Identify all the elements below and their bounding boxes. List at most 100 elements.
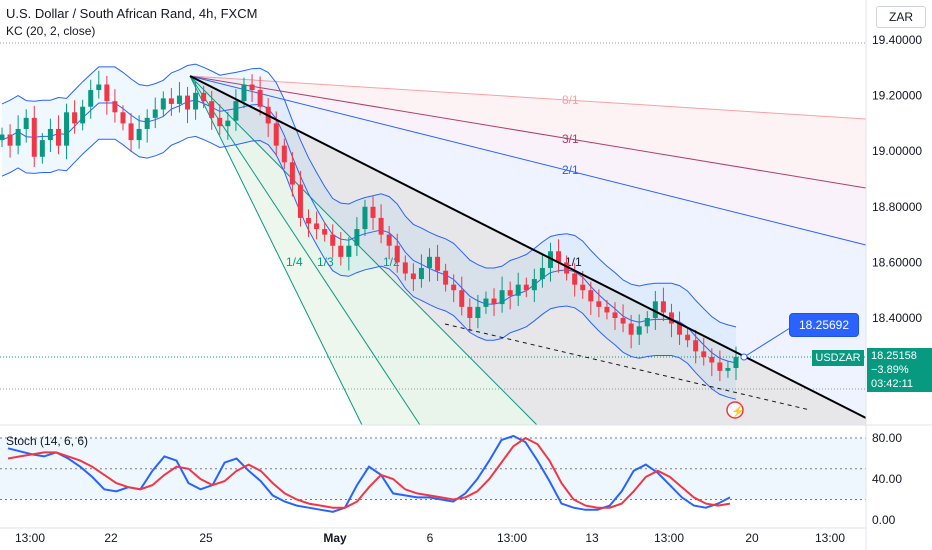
price-change-percent: −3.89% [871,364,909,376]
bar-countdown: 03:42:11 [871,378,914,390]
time-tick-label: May [323,531,347,545]
candle-body [628,323,634,335]
candle-body [572,273,578,285]
candle-body [241,84,247,102]
candle-body [225,120,231,127]
candle-body [144,117,150,129]
candle-body [459,290,465,307]
candle-body [564,262,570,274]
fan-ratio-label: 2/1 [562,163,579,177]
candle-body [112,101,118,113]
candle-body [281,145,287,163]
candle-body [354,229,360,246]
candle-body [677,323,683,335]
candle-body [128,123,134,141]
keltner-lower [1,135,737,400]
candle-body [257,90,263,107]
candle-body [330,234,336,246]
candle-body [136,128,142,141]
fan-ratio-label: 1/1 [565,255,582,269]
candle-body [547,251,553,268]
fan-ratio-label: 8/1 [562,93,579,107]
candle-body [39,140,45,157]
candle-body [31,117,37,157]
candle-body [709,356,715,363]
time-tick-label: 13 [585,531,599,545]
candle-body [201,92,207,102]
keltner-basis [1,99,737,364]
candle-body [475,306,481,318]
candle-body [322,229,328,235]
last-price-tag: 18.25158 −3.89% 03:42:11 [867,348,932,392]
candle-body [539,267,545,280]
stoch-indicator-label[interactable]: Stoch (14, 6, 6) [6,434,89,448]
candle-body [64,112,70,146]
candle-body [80,106,86,124]
price-flag-label[interactable]: 18.25692 [789,313,859,337]
candle-body [362,206,368,230]
candle-body [217,117,223,127]
candle-body [386,234,392,246]
price-tick-label: 19.40000 [872,33,922,47]
fan-line [189,75,867,246]
candle-body [176,95,182,104]
candle-body [491,298,497,305]
candle-body [7,134,13,146]
candle-body [507,290,513,296]
candle-body [249,84,255,91]
candle-body [531,279,537,291]
time-tick-label: 6 [427,531,434,545]
price-tick-label: 19.00000 [872,144,922,158]
candle-body [209,101,215,118]
symbol-price-tag: USDZAR [812,350,864,366]
candle-body [668,312,674,324]
candle-body [193,92,199,110]
candle-body [443,270,449,285]
time-tick-label: 25 [199,531,213,545]
candle-body [426,256,432,268]
candle-body [483,298,489,307]
candle-body [604,306,610,313]
candle-body [410,273,416,280]
candle-body [152,109,158,118]
fan-line [189,75,867,120]
time-tick-label: 13:00 [815,531,845,545]
flag-connector [743,327,791,358]
candle-body [588,290,594,302]
time-tick-label: 13:00 [654,531,684,545]
anchor-point [740,353,748,361]
stoch-tick-label: 0.00 [872,513,896,527]
fan-line [189,75,867,189]
lightning-icon [726,401,744,419]
fan-ratio-label: 3/1 [562,132,579,146]
candle-body [725,368,731,371]
candle-body [47,128,53,141]
dashed-support-line [444,323,811,411]
time-tick-label: 13:00 [15,531,45,545]
price-tick-label: 18.80000 [872,200,922,214]
candle-body [580,284,586,291]
candle-body [612,312,618,318]
candle-body [96,84,102,91]
candle-body [55,128,61,146]
candle-body [515,284,521,296]
trend-line-1-1 [189,75,867,419]
candle-body [499,290,505,305]
candle-body [402,262,408,274]
candle-body [346,245,352,257]
candle-body [104,84,110,102]
candle-body [394,245,400,263]
candle-body [620,318,626,324]
kc-indicator-label[interactable]: KC (20, 2, close) [6,24,96,38]
candle-body [338,245,344,257]
candle-body [685,334,691,341]
candle-body [523,284,529,291]
candle-body [556,251,562,263]
candle-body [185,95,191,110]
price-tick-label: 18.60000 [872,255,922,269]
currency-selector[interactable]: ZAR [876,6,926,28]
candle-body [418,267,424,280]
candle-body [636,326,642,335]
candle-body [596,301,602,307]
